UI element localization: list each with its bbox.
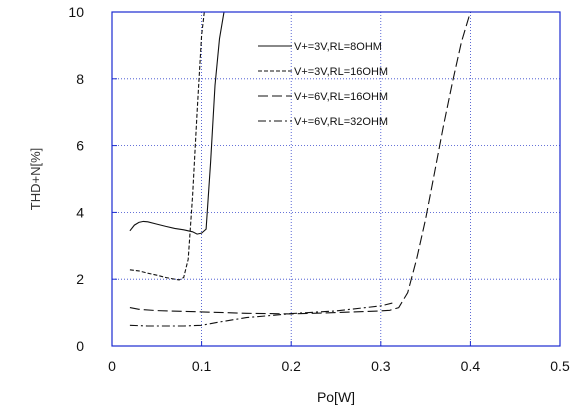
legend-label-2: V+=3V,RL=16OHM: [294, 66, 388, 78]
x-tick-label: 0.1: [192, 358, 212, 374]
y-tick-label: 4: [76, 204, 84, 220]
legend-label-4: V+=6V,RL=32OHM: [294, 116, 388, 128]
x-tick-label: 0.4: [461, 358, 481, 374]
series-line-3: [129, 12, 471, 315]
axis-ticks: 0 0.1 0.2 0.3 0.4 0.5 0 2 4 6 8 10: [68, 4, 570, 374]
grid: [112, 12, 560, 346]
plot-frame: [111, 11, 561, 347]
legend-label-3: V+=6V,RL=16OHM: [294, 91, 388, 103]
series-line-4: [129, 302, 395, 327]
x-axis-label: Po[W]: [317, 389, 355, 405]
y-tick-label: 0: [76, 338, 84, 354]
y-tick-label: 10: [68, 4, 84, 20]
x-tick-label: 0.5: [550, 358, 570, 374]
x-tick-label: 0: [108, 358, 116, 374]
x-tick-label: 0.3: [371, 358, 391, 374]
series-line-1: [129, 12, 225, 235]
series-lines: [129, 12, 471, 327]
y-tick-label: 6: [76, 138, 84, 154]
y-axis-label: THD+N[%]: [28, 148, 43, 210]
series-line-2: [129, 12, 205, 281]
y-tick-label: 2: [76, 271, 84, 287]
x-tick-label: 0.2: [281, 358, 301, 374]
legend-label-1: V+=3V,RL=8OHM: [294, 41, 382, 53]
y-tick-label: 8: [76, 71, 84, 87]
legend: V+=3V,RL=8OHM V+=3V,RL=16OHM V+=6V,RL=16OH…: [258, 41, 388, 128]
